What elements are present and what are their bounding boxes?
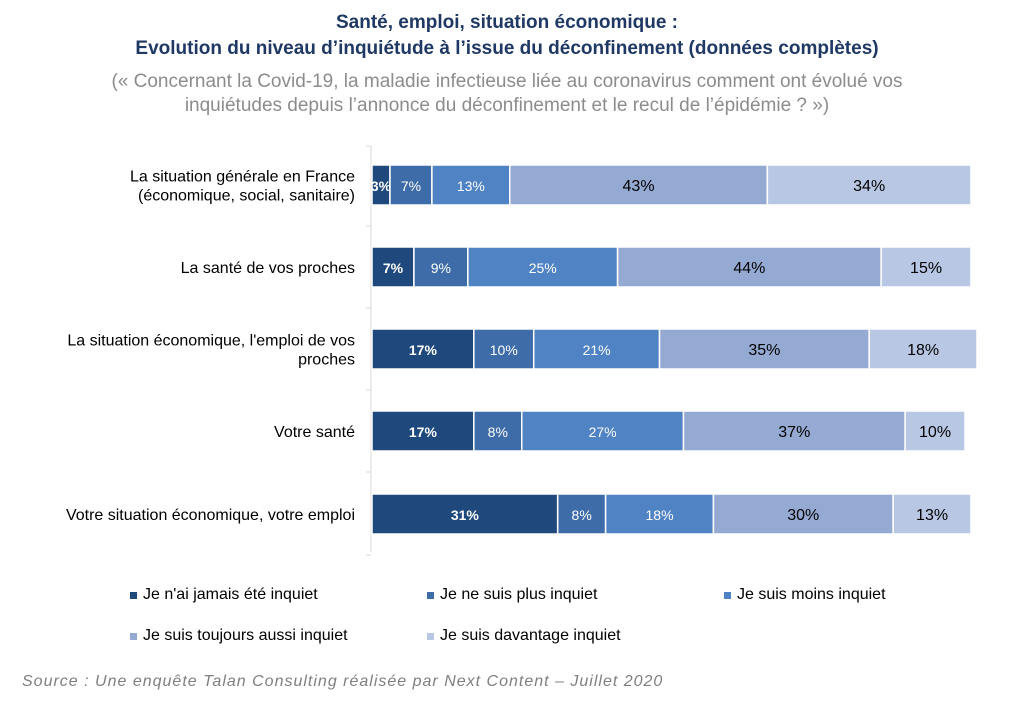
data-label: 34%	[853, 178, 885, 195]
chart-title-line1: Santé, emploi, situation économique :	[335, 12, 679, 33]
bar-segment	[712, 493, 894, 535]
bar-segment	[658, 328, 870, 370]
category-label: Votre santé	[274, 424, 355, 441]
bar-segment	[413, 246, 469, 288]
data-label: 15%	[910, 260, 942, 277]
bar-segment	[604, 493, 715, 535]
legend-label: Je suis moins inquiet	[737, 586, 886, 603]
category-label: La situation économique, l'emploi de vos	[67, 333, 355, 350]
legend-label: Je ne suis plus inquiet	[440, 586, 598, 603]
bar-segment	[509, 164, 769, 206]
data-label: 7%	[383, 260, 404, 276]
bar-segment	[371, 493, 559, 535]
legend-item: Je suis moins inquiet	[724, 586, 886, 604]
category-label: (économique, social, sanitaire)	[138, 188, 355, 205]
chart-subtitle: (« Concernant la Covid-19, la maladie in…	[20, 70, 994, 118]
bar-segment	[616, 246, 882, 288]
legend-item: Je n'ai jamais été inquiet	[130, 586, 318, 604]
bar-segment	[371, 410, 475, 452]
bar-segment	[868, 328, 978, 370]
legend-label: Je suis toujours aussi inquiet	[143, 627, 348, 644]
data-label: 9%	[431, 260, 451, 276]
legend-label: Je n'ai jamais été inquiet	[143, 586, 318, 603]
bar-segment	[473, 410, 523, 452]
data-label: 25%	[529, 260, 557, 276]
subtitle-line2: inquiétudes depuis l’annonce du déconfin…	[184, 95, 830, 116]
data-label: 13%	[916, 507, 948, 524]
legend-item: Je suis toujours aussi inquiet	[130, 627, 348, 645]
legend-swatch	[130, 591, 137, 599]
bar-segment	[532, 328, 661, 370]
data-label: 18%	[646, 507, 674, 523]
data-label: 10%	[490, 342, 518, 358]
bar-segment	[389, 164, 433, 206]
data-label: 44%	[733, 260, 765, 277]
bar-segment	[766, 164, 972, 206]
data-label: 35%	[748, 342, 780, 359]
data-label: 8%	[572, 507, 592, 523]
legend-swatch	[427, 632, 434, 640]
legend-swatch	[130, 632, 137, 640]
legend-label: Je suis davantage inquiet	[440, 627, 621, 644]
legend-item: Je ne suis plus inquiet	[427, 586, 597, 604]
category-label: La santé de vos proches	[181, 260, 355, 277]
data-label: 8%	[488, 424, 508, 440]
data-label: 18%	[907, 342, 939, 359]
data-label: 17%	[409, 424, 438, 440]
bar-segment	[371, 328, 475, 370]
data-label: 17%	[409, 342, 438, 358]
category-label: Votre situation économique, votre emploi	[66, 507, 355, 524]
category-label: proches	[298, 352, 355, 369]
data-label: 3%	[371, 178, 392, 194]
bar-segment	[682, 410, 906, 452]
bar-segment	[556, 493, 607, 535]
data-label: 37%	[778, 424, 810, 441]
bar-segment	[467, 246, 619, 288]
category-label: La situation générale en France	[130, 169, 355, 186]
bar-segment	[473, 328, 535, 370]
bar-segment	[371, 246, 415, 288]
data-label: 7%	[401, 178, 421, 194]
data-label: 21%	[583, 342, 611, 358]
data-label: 43%	[623, 178, 655, 195]
source-note: Source : Une enquête Talan Consulting ré…	[22, 673, 664, 690]
data-label: 10%	[919, 424, 951, 441]
legend-swatch	[724, 591, 731, 599]
bar-segment	[904, 410, 966, 452]
data-label: 31%	[451, 507, 480, 523]
legend-swatch	[427, 591, 434, 599]
subtitle-line1: (« Concernant la Covid-19, la maladie in…	[111, 71, 903, 92]
data-label: 27%	[589, 424, 617, 440]
bar-segment	[431, 164, 511, 206]
data-label: 30%	[787, 507, 819, 524]
data-label: 13%	[457, 178, 485, 194]
bar-segment	[880, 246, 972, 288]
chart-title-line2: Evolution du niveau d’inquiétude à l’iss…	[135, 38, 879, 59]
legend-item: Je suis davantage inquiet	[427, 627, 621, 645]
bar-segment	[892, 493, 972, 535]
